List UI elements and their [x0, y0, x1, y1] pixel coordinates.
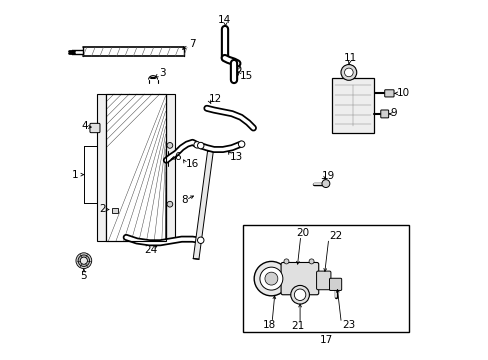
Text: 22: 22: [329, 231, 342, 240]
Circle shape: [321, 180, 329, 188]
Text: 18: 18: [263, 320, 276, 329]
FancyBboxPatch shape: [380, 110, 388, 118]
Circle shape: [308, 259, 313, 264]
Text: 7: 7: [188, 39, 195, 49]
Text: 11: 11: [344, 53, 357, 63]
Circle shape: [80, 257, 87, 264]
Text: 24: 24: [144, 245, 158, 255]
Circle shape: [344, 68, 352, 77]
Text: 12: 12: [208, 94, 222, 104]
Text: 8: 8: [182, 195, 188, 205]
Text: 16: 16: [185, 159, 198, 169]
Circle shape: [284, 259, 288, 264]
Text: 9: 9: [390, 108, 397, 118]
Text: 20: 20: [295, 228, 308, 238]
FancyBboxPatch shape: [281, 262, 318, 295]
Circle shape: [238, 141, 244, 147]
Text: 2: 2: [99, 204, 106, 214]
Bar: [332, 78, 373, 134]
Text: 23: 23: [341, 320, 355, 330]
Bar: [106, 94, 165, 241]
Circle shape: [260, 267, 282, 290]
Circle shape: [340, 64, 356, 80]
FancyBboxPatch shape: [384, 90, 393, 97]
Bar: [106, 94, 165, 241]
Text: 5: 5: [81, 271, 87, 281]
Text: 6: 6: [174, 152, 181, 162]
Bar: [97, 94, 106, 241]
FancyBboxPatch shape: [316, 271, 330, 290]
Text: 21: 21: [291, 321, 305, 331]
Text: 14: 14: [218, 15, 231, 26]
Bar: [242, 225, 408, 332]
FancyBboxPatch shape: [90, 123, 100, 133]
Circle shape: [78, 255, 89, 266]
Bar: [112, 208, 118, 213]
Text: 4: 4: [81, 121, 88, 131]
Circle shape: [254, 261, 288, 296]
Text: 3: 3: [159, 68, 166, 78]
FancyBboxPatch shape: [329, 278, 341, 291]
Text: 10: 10: [396, 87, 409, 98]
Circle shape: [290, 285, 309, 304]
Circle shape: [194, 141, 200, 148]
Text: 1: 1: [71, 170, 78, 180]
Circle shape: [294, 289, 305, 301]
Text: 15: 15: [240, 71, 253, 81]
Bar: [165, 94, 174, 241]
Circle shape: [167, 201, 172, 207]
Circle shape: [197, 142, 203, 149]
Circle shape: [197, 237, 203, 243]
Circle shape: [76, 253, 92, 269]
Text: 13: 13: [230, 152, 243, 162]
Text: 17: 17: [319, 335, 332, 345]
Polygon shape: [193, 151, 213, 259]
Text: 19: 19: [321, 171, 334, 181]
Circle shape: [167, 143, 172, 148]
Circle shape: [264, 272, 277, 285]
